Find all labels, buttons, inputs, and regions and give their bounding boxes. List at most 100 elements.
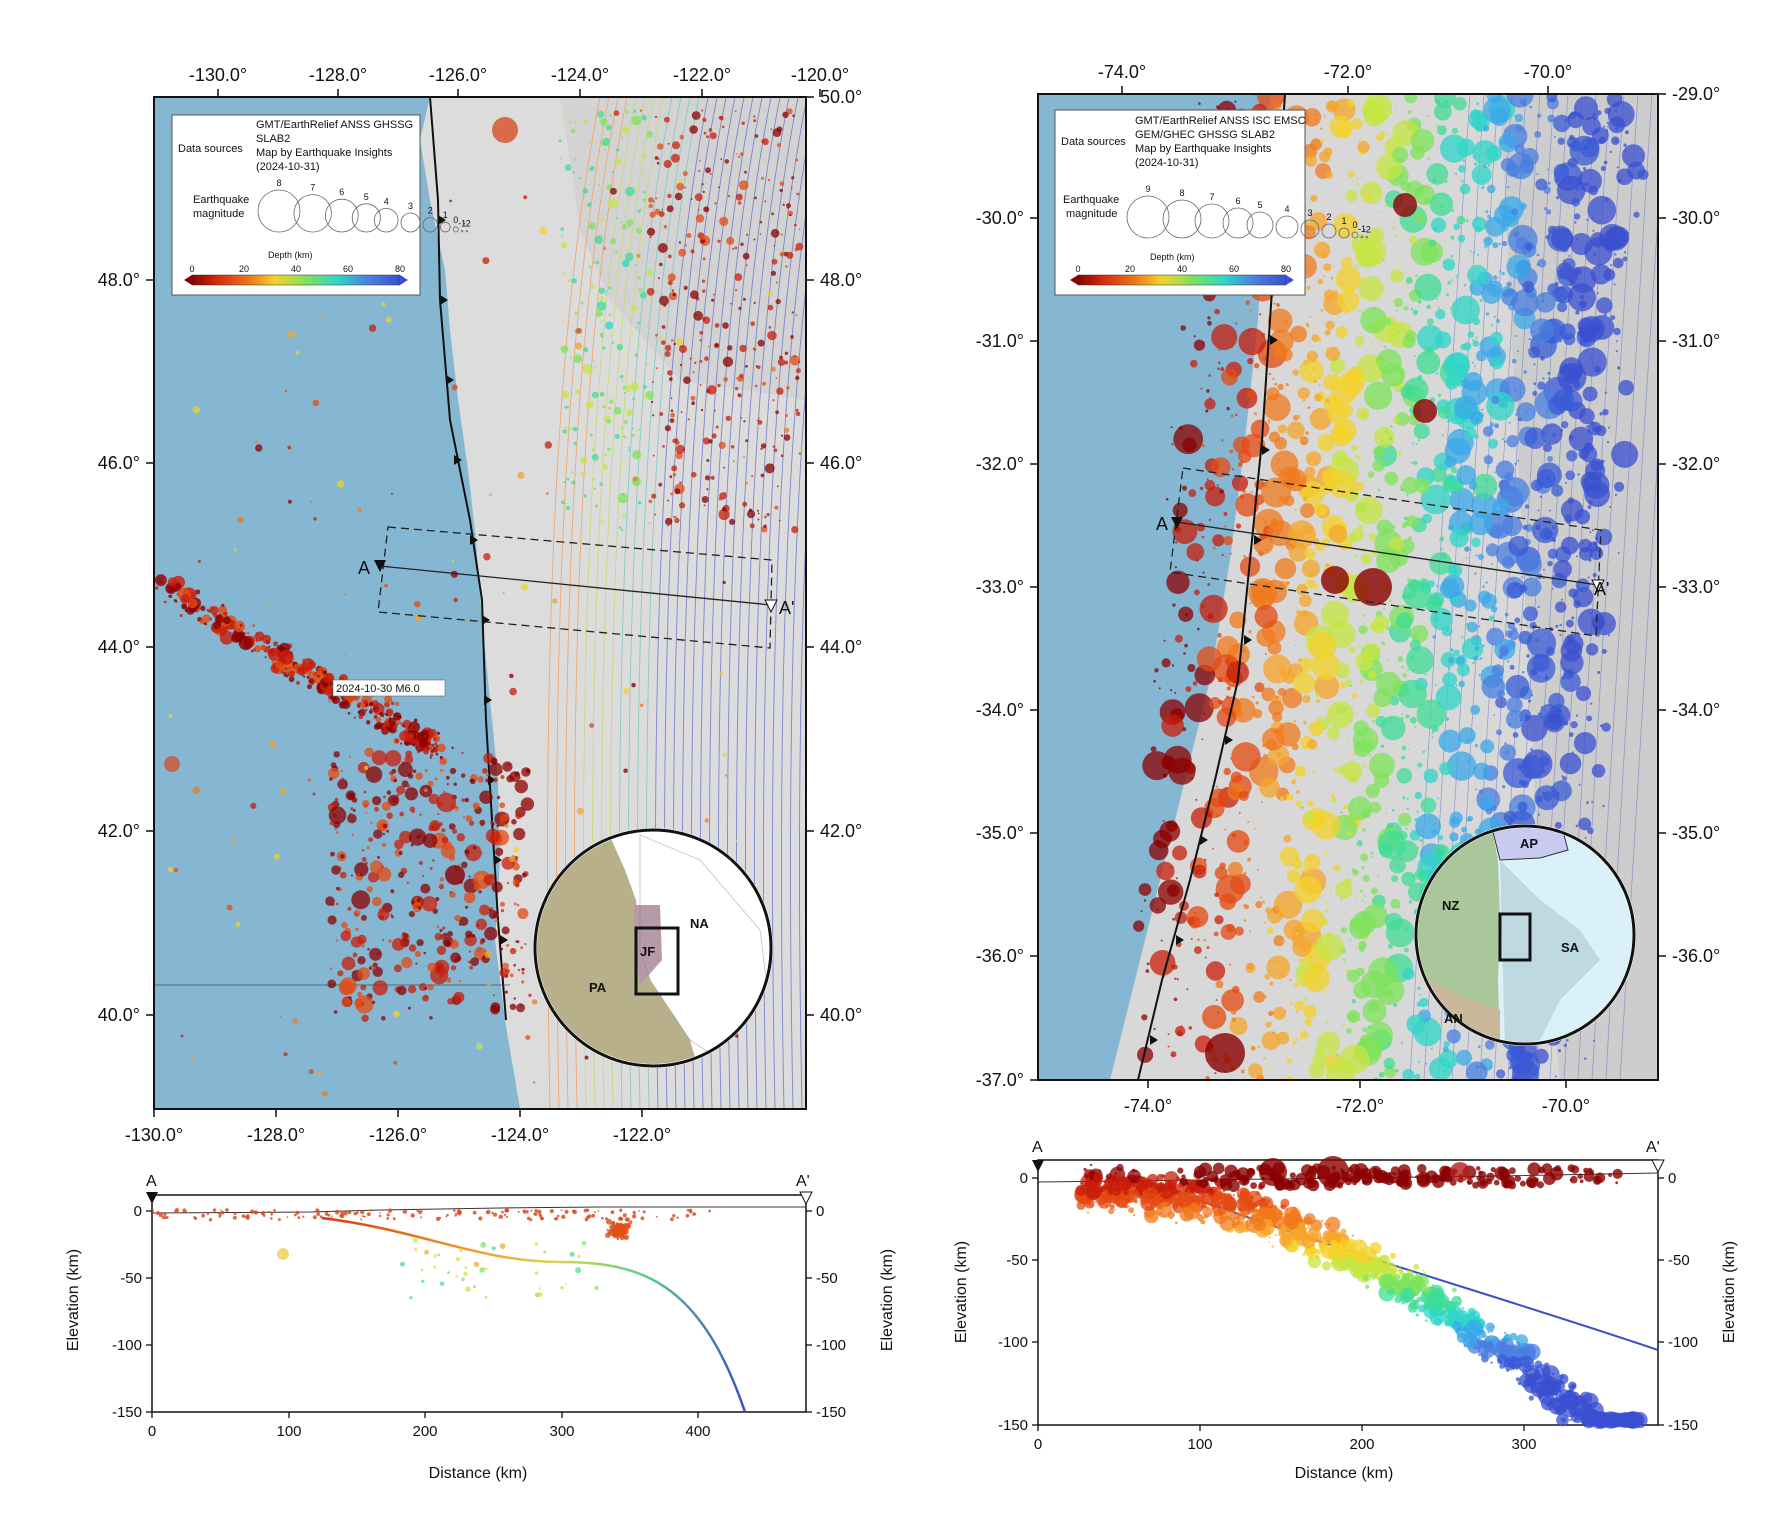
earthquake-point: [361, 857, 367, 862]
earthquake-point: [1601, 648, 1607, 654]
earthquake-point: [1496, 154, 1499, 157]
earthquake-point: [287, 330, 295, 339]
earthquake-point: [1564, 721, 1569, 726]
earthquake-point: [261, 646, 265, 650]
earthquake-point: [424, 987, 428, 990]
earthquake-point: [335, 939, 338, 942]
earthquake-point: [394, 964, 402, 973]
earthquake-point: [404, 755, 414, 764]
magnitude-label: 7: [310, 183, 315, 193]
magnitude-circle: [351, 203, 381, 233]
earthquake-point: [1507, 210, 1510, 213]
earthquake-point: [383, 712, 387, 715]
earthquake-point: [373, 717, 376, 720]
earthquake-point: [743, 456, 745, 458]
earthquake-point: [1587, 827, 1594, 835]
earthquake-point: [390, 889, 395, 894]
earthquake-point: [1237, 462, 1243, 467]
earthquake-point: [1490, 1361, 1493, 1365]
earthquake-point: [1294, 766, 1297, 769]
earthquake-point: [571, 1209, 576, 1214]
earthquake-point: [155, 586, 159, 590]
earthquake-point: [1546, 209, 1552, 215]
earthquake-point: [1482, 585, 1485, 588]
earthquake-point: [1248, 630, 1252, 634]
earthquake-point: [474, 602, 477, 605]
earthquake-point: [363, 790, 367, 794]
earthquake-point: [1504, 612, 1509, 617]
earthquake-point: [156, 1211, 160, 1215]
earthquake-point: [1445, 293, 1449, 297]
earthquake-point: [1405, 827, 1408, 830]
earthquake-point: [661, 325, 666, 329]
earthquake-point: [789, 214, 792, 217]
earthquake-point: [352, 809, 356, 812]
inset-globe-chile: AP NZ SA AN: [1414, 824, 1636, 1046]
earthquake-point: [1398, 812, 1412, 827]
earthquake-point: [589, 723, 595, 728]
earthquake-point: [543, 1250, 547, 1254]
earthquake-point: [1268, 421, 1271, 424]
earthquake-point: [646, 227, 656, 236]
earthquake-point: [194, 1216, 198, 1220]
earthquake-point: [672, 292, 676, 297]
earthquake-point: [407, 727, 410, 730]
earthquake-point: [1616, 340, 1618, 343]
lon-tick-bottom: -130.0°: [125, 1125, 183, 1145]
earthquake-point: [448, 938, 452, 941]
lon-tick-bottom: -124.0°: [491, 1125, 549, 1145]
earthquake-point: [336, 480, 345, 488]
earthquake-point: [682, 171, 688, 177]
earthquake-point: [1334, 290, 1338, 295]
earthquake-point: [637, 500, 642, 505]
earthquake-point: [1406, 669, 1409, 672]
earthquake-point: [582, 195, 585, 197]
earthquake-point: [1307, 800, 1314, 807]
earthquake-point: [1624, 150, 1627, 153]
earthquake-point: [781, 233, 783, 236]
earthquake-point: [1167, 1045, 1170, 1048]
earthquake-point: [659, 262, 663, 267]
earthquake-point: [1384, 1066, 1396, 1078]
lon-tick-bottom: -72.0°: [1336, 1096, 1384, 1116]
earthquake-point: [1319, 409, 1323, 413]
earthquake-point: [1578, 300, 1587, 309]
earthquake-point: [754, 134, 759, 138]
earthquake-point: [1506, 687, 1512, 693]
earthquake-point: [1429, 192, 1454, 216]
earthquake-point: [521, 971, 525, 975]
earthquake-point: [397, 985, 407, 996]
earthquake-point: [1492, 497, 1510, 516]
inset-label-ap: AP: [1520, 836, 1538, 851]
earthquake-point: [1470, 705, 1481, 715]
earthquake-point: [623, 420, 628, 424]
earthquake-point: [173, 599, 178, 603]
earthquake-point: [1550, 227, 1574, 250]
earthquake-point: [1388, 1062, 1391, 1065]
legend-magnitude-label-2: magnitude: [1066, 208, 1117, 220]
earthquake-point: [1254, 412, 1257, 416]
earthquake-point: [1498, 132, 1519, 153]
earthquake-point: [689, 125, 698, 134]
earthquake-point: [280, 645, 283, 648]
earthquake-point: [1549, 428, 1552, 431]
earthquake-point: [1172, 502, 1188, 518]
earthquake-point: [760, 473, 765, 478]
magnitude-circle: [1222, 207, 1254, 239]
earthquake-point: [1447, 420, 1450, 423]
earthquake-point: [1559, 752, 1582, 775]
earthquake-point: [1410, 624, 1429, 643]
profile-end-marker: [764, 599, 778, 614]
earthquake-point: [692, 371, 695, 374]
earthquake-point: [693, 310, 703, 321]
earthquake-point: [465, 905, 469, 909]
earthquake-point: [1402, 673, 1407, 678]
earthquake-point: [1333, 373, 1339, 378]
earthquake-point: [1263, 356, 1267, 361]
earthquake-point: [1335, 266, 1362, 292]
earthquake-point: [1311, 652, 1340, 680]
earthquake-point: [1185, 686, 1192, 692]
earthquake-point: [618, 526, 622, 529]
earthquake-point: [1174, 977, 1177, 980]
earthquake-point: [1301, 559, 1320, 578]
